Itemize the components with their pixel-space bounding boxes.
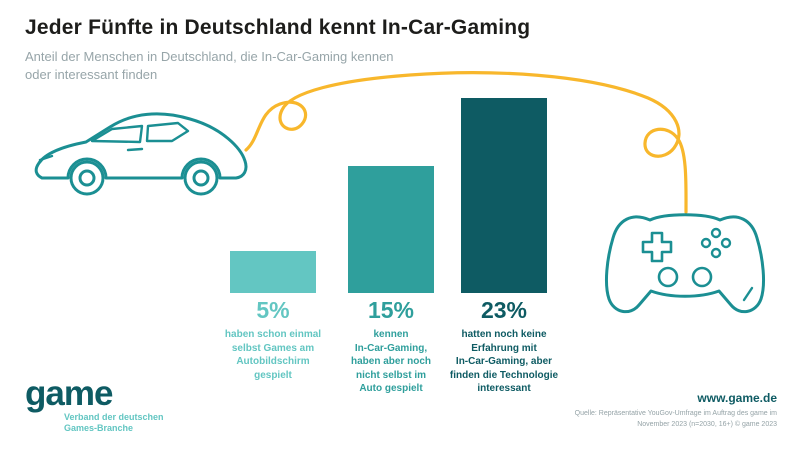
cable-line	[244, 71, 688, 214]
page-subtitle: Anteil der Menschen in Deutschland, die …	[25, 49, 394, 83]
bar-description: haben schon einmal selbst Games am Autob…	[224, 329, 322, 381]
bar-value-label: 5%	[256, 297, 290, 323]
game-logo: game	[25, 374, 113, 413]
bar-value-label: 15%	[367, 297, 415, 323]
bar-5-percent	[230, 250, 316, 293]
game-controller-icon	[604, 213, 766, 314]
bar-value-label: 23%	[480, 297, 528, 323]
bar-15-percent	[348, 165, 434, 293]
bar-description: hatten noch keine Erfahrung mit In-Car-G…	[449, 329, 559, 394]
game-logo-subtitle: Verband der deutschen Games-Branche	[64, 412, 164, 434]
bar-23-percent	[461, 97, 547, 293]
car-icon	[34, 112, 248, 196]
website-link[interactable]: www.game.de	[697, 391, 777, 405]
bar-description: kennen In-Car-Gaming, haben aber noch ni…	[350, 329, 431, 394]
page-title: Jeder Fünfte in Deutschland kennt In-Car…	[25, 16, 531, 39]
source-note: Quelle: Repräsentative YouGov-Umfrage im…	[574, 410, 777, 428]
